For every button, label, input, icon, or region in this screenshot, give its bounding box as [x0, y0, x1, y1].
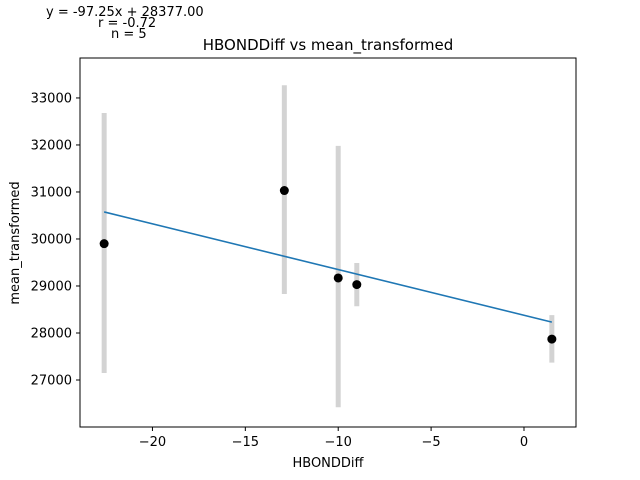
- y-tick-label-3: 30000: [31, 232, 72, 247]
- y-tick-label-4: 31000: [31, 185, 72, 200]
- data-point-1: [279, 186, 289, 196]
- errorbar-group: [101, 85, 555, 408]
- regression-equation: y = -97.25x + 28377.00: [46, 5, 204, 20]
- y-tick-label-2: 29000: [31, 279, 72, 294]
- x-tick-label-3: −5: [422, 435, 441, 450]
- y-tick-label-5: 32000: [31, 138, 72, 153]
- x-tick-label-1: −15: [232, 435, 259, 450]
- chart-title: HBONDDiff vs mean_transformed: [203, 36, 454, 55]
- plot-frame: [79, 57, 577, 428]
- x-tick-label-2: −10: [324, 435, 351, 450]
- correlation-r: r = -0.72: [98, 16, 157, 31]
- x-tick-label-4: 0: [520, 435, 528, 450]
- y-tick-label-1: 28000: [31, 326, 72, 341]
- x-tick-label-0: −20: [139, 435, 166, 450]
- point-group: [99, 186, 557, 344]
- y-axis-ticks: 27000 28000 29000 30000 31000 32000 33000: [31, 91, 80, 388]
- fit-line-group: [103, 211, 553, 323]
- sample-size: n = 5: [111, 27, 147, 42]
- data-point-0: [99, 239, 109, 249]
- data-point-3: [352, 280, 362, 290]
- data-point-4: [547, 334, 557, 344]
- y-tick-label-0: 27000: [31, 373, 72, 388]
- y-tick-label-6: 33000: [31, 91, 72, 106]
- regression-line: [103, 211, 553, 323]
- x-axis-ticks: −20 −15 −10 −5 0: [139, 427, 528, 450]
- x-axis-label: HBONDDiff: [292, 456, 364, 471]
- y-axis-label: mean_transformed: [8, 181, 23, 304]
- data-point-2: [333, 273, 343, 283]
